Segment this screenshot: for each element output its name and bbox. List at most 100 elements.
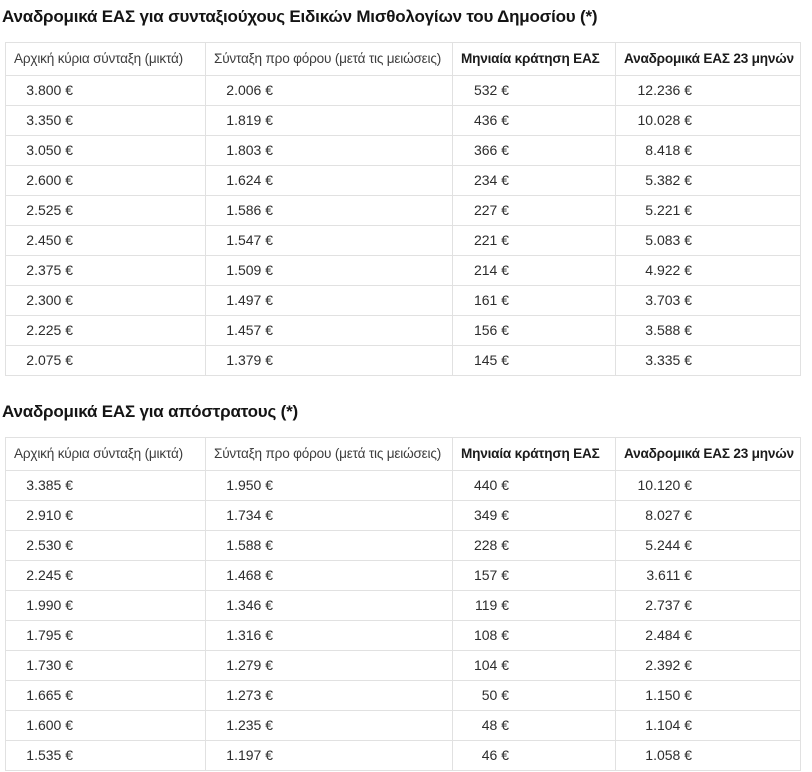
table-title-military-retirees: Αναδρομικά ΕΑΣ για απόστρατους (*) [2,402,298,421]
cell-value: 221 € [473,232,509,248]
table-row: 2.600 € 1.624 € 234 € 5.382 € [5,165,801,196]
table-cell: 12.236 € [615,75,801,106]
table-cell: 1.104 € [615,710,801,741]
table-row: 2.375 € 1.509 € 214 € 4.922 € [5,255,801,286]
table-cell: 8.027 € [615,500,801,531]
cell-value: 1.497 € [226,292,273,308]
cell-value: 1.665 € [26,687,73,703]
table-row: 1.665 € 1.273 € 50 € 1.150 € [5,680,801,711]
cell-value: 2.530 € [26,537,73,553]
table-cell: 2.300 € [5,285,206,316]
table-cell: 2.075 € [5,345,206,376]
table-cell: 3.611 € [615,560,801,591]
table-row: 3.385 € 1.950 € 440 € 10.120 € [5,470,801,501]
table-cell: 5.083 € [615,225,801,256]
table-row: 1.795 € 1.316 € 108 € 2.484 € [5,620,801,651]
cell-value: 532 € [473,82,509,98]
table-military-retirees: Αρχική κύρια σύνταξη (μικτά) Σύνταξη προ… [5,437,801,771]
table-cell: 227 € [452,195,616,226]
cell-value: 3.050 € [26,142,73,158]
cell-value: 161 € [473,292,509,308]
cell-value: 5.221 € [645,202,692,218]
table-cell: 221 € [452,225,616,256]
table-cell: 1.197 € [205,740,453,771]
table-cell: 2.245 € [5,560,206,591]
table-cell: 2.910 € [5,500,206,531]
cell-value: 2.910 € [26,507,73,523]
cell-value: 5.083 € [645,232,692,248]
table-cell: 108 € [452,620,616,651]
table-row: 3.800 € 2.006 € 532 € 12.236 € [5,75,801,106]
table-cell: 1.273 € [205,680,453,711]
cell-value: 1.468 € [226,567,273,583]
cell-value: 3.350 € [26,112,73,128]
cell-value: 2.375 € [26,262,73,278]
table-row: 2.525 € 1.586 € 227 € 5.221 € [5,195,801,226]
table-cell: 2.225 € [5,315,206,346]
cell-value: 1.819 € [226,112,273,128]
cell-value: 1.990 € [26,597,73,613]
cell-value: 1.235 € [226,717,273,733]
cell-value: 2.484 € [645,627,692,643]
table-cell: 1.150 € [615,680,801,711]
cell-value: 145 € [473,352,509,368]
table-cell: 3.335 € [615,345,801,376]
cell-value: 2.245 € [26,567,73,583]
table-cell: 1.624 € [205,165,453,196]
cell-value: 104 € [473,657,509,673]
column-header-initial-pension: Αρχική κύρια σύνταξη (μικτά) [5,42,206,76]
cell-value: 1.600 € [26,717,73,733]
column-header-monthly-eas: Μηνιαία κράτηση ΕΑΣ [452,437,616,471]
cell-value: 119 € [475,597,509,613]
cell-value: 1.197 € [226,747,273,763]
cell-value: 1.547 € [226,232,273,248]
cell-value: 1.457 € [226,322,273,338]
cell-value: 1.273 € [226,687,273,703]
table-cell: 214 € [452,255,616,286]
cell-value: 1.730 € [26,657,73,673]
cell-value: 1.803 € [226,142,273,158]
table-row: 1.990 € 1.346 € 119 € 2.737 € [5,590,801,621]
cell-value: 1.586 € [226,202,273,218]
table-cell: 2.530 € [5,530,206,561]
cell-value: 1.734 € [226,507,273,523]
table-row: 1.730 € 1.279 € 104 € 2.392 € [5,650,801,681]
table-cell: 50 € [452,680,616,711]
cell-value: 10.028 € [637,112,693,128]
table-cell: 2.600 € [5,165,206,196]
cell-value: 1.950 € [226,477,273,493]
table-row: 2.910 € 1.734 € 349 € 8.027 € [5,500,801,531]
table-cell: 1.509 € [205,255,453,286]
cell-value: 1.104 € [645,717,692,733]
table-row: 2.300 € 1.497 € 161 € 3.703 € [5,285,801,316]
cell-value: 2.450 € [26,232,73,248]
table-cell: 1.730 € [5,650,206,681]
column-header-monthly-eas: Μηνιαία κράτηση ΕΑΣ [452,42,616,76]
cell-value: 2.737 € [645,597,692,613]
table-row: 2.075 € 1.379 € 145 € 3.335 € [5,345,801,376]
cell-value: 1.624 € [226,172,273,188]
table-cell: 366 € [452,135,616,166]
table-cell: 1.819 € [205,105,453,136]
table-cell: 161 € [452,285,616,316]
table-cell: 5.221 € [615,195,801,226]
table-cell: 1.497 € [205,285,453,316]
table-cell: 2.006 € [205,75,453,106]
table-cell: 2.375 € [5,255,206,286]
cell-value: 1.058 € [645,747,692,763]
table-special-payrolls: Αρχική κύρια σύνταξη (μικτά) Σύνταξη προ… [5,42,801,376]
table-cell: 5.244 € [615,530,801,561]
table-cell: 1.588 € [205,530,453,561]
table-row: 1.535 € 1.197 € 46 € 1.058 € [5,740,801,771]
table-cell: 1.379 € [205,345,453,376]
table-cell: 1.457 € [205,315,453,346]
cell-value: 227 € [473,202,509,218]
table-cell: 1.990 € [5,590,206,621]
cell-value: 3.588 € [645,322,692,338]
table-cell: 119 € [452,590,616,621]
cell-value: 214 € [473,262,509,278]
column-header-pretax-pension: Σύνταξη προ φόρου (μετά τις μειώσεις) [205,437,453,471]
table-cell: 2.450 € [5,225,206,256]
table-cell: 1.346 € [205,590,453,621]
table-cell: 3.588 € [615,315,801,346]
